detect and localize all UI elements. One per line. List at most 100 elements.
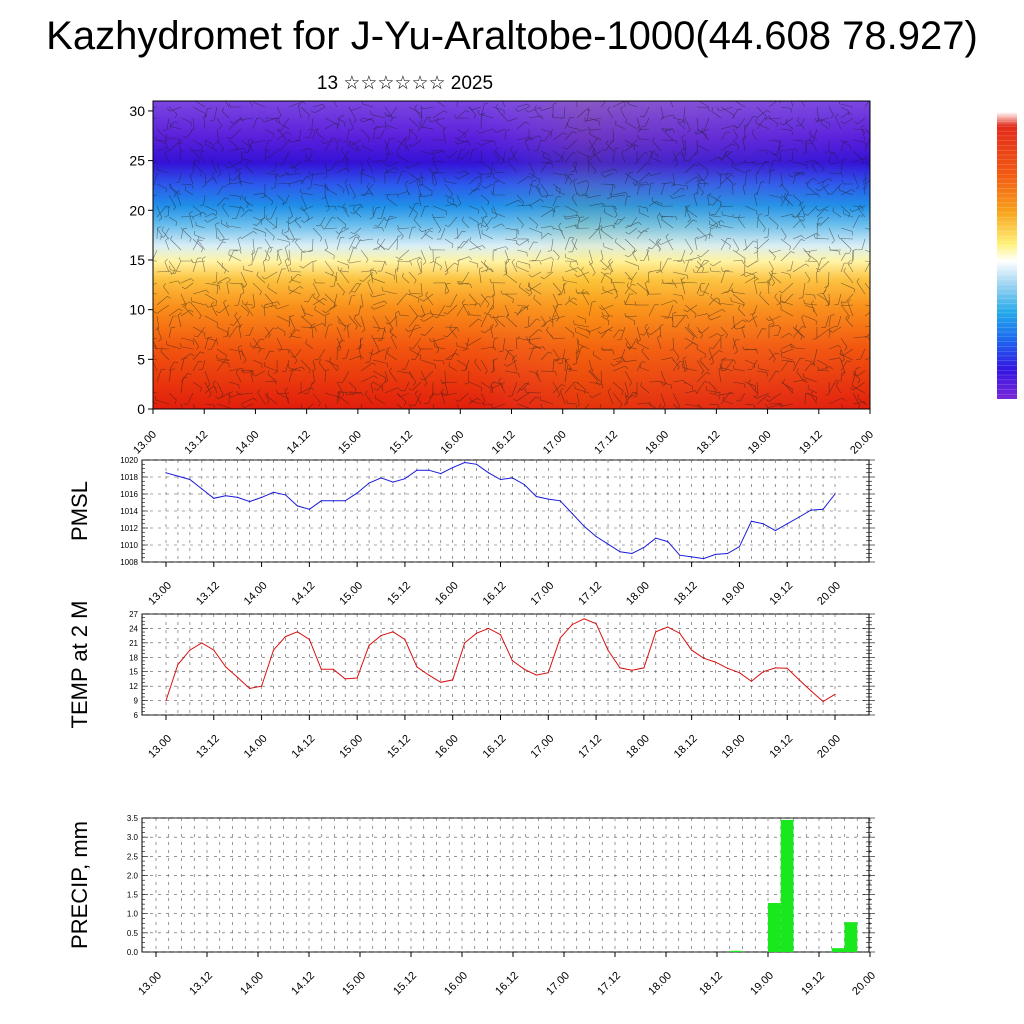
wind-barb-flag xyxy=(577,96,581,98)
wind-barb xyxy=(611,194,626,197)
wind-barb-flag xyxy=(776,225,779,230)
wind-barb-flag xyxy=(261,276,266,280)
wind-barb-flag xyxy=(536,183,540,188)
wind-barb-flag xyxy=(614,206,617,211)
wind-barb xyxy=(192,211,204,218)
wind-barb xyxy=(636,152,645,163)
wind-barb-flag xyxy=(626,225,631,227)
wind-barb xyxy=(264,128,274,135)
wind-barb xyxy=(712,337,722,349)
wind-barb-flag xyxy=(278,248,283,251)
wind-barb-flag xyxy=(398,310,400,315)
wind-barb-flag xyxy=(717,333,721,337)
wind-barb xyxy=(837,315,842,327)
wind-barb-flag xyxy=(657,410,658,414)
wind-barb-flag xyxy=(325,313,330,315)
wind-barb-flag xyxy=(563,215,567,220)
wind-barb xyxy=(359,238,374,242)
wind-barb-flag xyxy=(527,238,530,243)
wind-barb-flag xyxy=(373,120,375,125)
wind-barb xyxy=(853,381,866,391)
wind-barb xyxy=(210,304,218,317)
wind-barb-flag xyxy=(314,327,317,332)
wind-barb-flag xyxy=(360,204,364,209)
wind-barb xyxy=(624,271,633,281)
wind-barb xyxy=(223,302,230,317)
wind-barb xyxy=(442,129,446,141)
wind-barb-flag xyxy=(776,123,778,128)
wind-barb xyxy=(492,150,500,160)
wind-barb xyxy=(381,326,386,341)
wind-barb-flag xyxy=(657,241,661,245)
wind-barb xyxy=(852,139,866,143)
wind-barb xyxy=(839,103,854,108)
wind-barb-flag xyxy=(267,283,269,288)
wind-barb-flag xyxy=(592,350,595,355)
wind-barb-flag xyxy=(803,248,806,253)
wind-barb xyxy=(495,150,506,163)
wind-barb xyxy=(528,135,539,141)
wind-barb xyxy=(511,261,518,273)
wind-barb xyxy=(432,110,445,119)
wind-barb-flag xyxy=(501,223,505,227)
wind-barb-flag xyxy=(217,236,220,241)
wind-barb xyxy=(253,139,266,144)
wind-barb-flag xyxy=(614,214,618,219)
wind-barb-flag xyxy=(766,372,769,377)
wind-barb-flag xyxy=(264,303,269,306)
wind-barb-flag xyxy=(837,234,840,239)
wind-barb xyxy=(382,290,398,295)
wind-barb xyxy=(412,381,422,391)
wind-barb xyxy=(284,247,290,262)
wind-barb-flag xyxy=(622,358,625,362)
wind-barb xyxy=(768,205,770,216)
wind-barb-flag xyxy=(797,117,800,121)
wind-barb xyxy=(852,215,860,229)
wind-barb-flag xyxy=(827,192,832,195)
wind-barb xyxy=(168,280,179,284)
wind-barb-flag xyxy=(220,219,223,224)
wind-barb xyxy=(288,273,298,284)
wind-barb xyxy=(580,216,590,223)
wind-barb xyxy=(780,403,794,407)
wind-barb xyxy=(720,125,735,130)
wind-barb xyxy=(324,392,339,398)
wind-barb-flag xyxy=(284,332,286,337)
wind-barb xyxy=(832,210,842,218)
wind-barb-flag xyxy=(170,368,175,370)
wind-barb xyxy=(612,365,626,372)
wind-barb-flag xyxy=(306,187,311,189)
wind-barb-flag xyxy=(779,349,783,354)
wind-barb xyxy=(614,241,626,251)
wind-barb-flag xyxy=(835,113,839,118)
wind-barb-flag xyxy=(640,381,643,386)
wind-barb-flag xyxy=(341,394,345,398)
wind-barb xyxy=(636,117,642,130)
wind-barb xyxy=(684,176,697,185)
wind-barb xyxy=(215,224,218,240)
y-axis-label: PRECIP, mm xyxy=(67,821,92,949)
wind-barb-flag xyxy=(302,314,306,318)
wind-barb xyxy=(485,216,494,227)
wind-barb xyxy=(312,282,320,296)
wind-barb-flag xyxy=(310,381,315,385)
wind-barb xyxy=(456,110,466,119)
wind-barb xyxy=(360,315,366,330)
wind-barb xyxy=(634,183,650,186)
wind-barb-flag xyxy=(162,129,167,131)
wind-barb-flag xyxy=(646,290,649,295)
wind-barb-flag xyxy=(414,279,417,284)
wind-barb xyxy=(180,403,183,409)
wind-barb xyxy=(314,309,326,317)
wind-barb xyxy=(744,171,748,185)
series-point xyxy=(368,644,370,646)
wind-barb xyxy=(680,249,686,262)
wind-barb-flag xyxy=(284,231,289,233)
wind-barb-flag xyxy=(490,370,495,374)
wind-barb-flag xyxy=(752,161,755,165)
wind-barb xyxy=(744,403,755,406)
wind-barb xyxy=(444,183,453,195)
wind-barb xyxy=(256,216,266,226)
wind-barb-flag xyxy=(624,402,628,406)
wind-barb xyxy=(484,326,494,334)
